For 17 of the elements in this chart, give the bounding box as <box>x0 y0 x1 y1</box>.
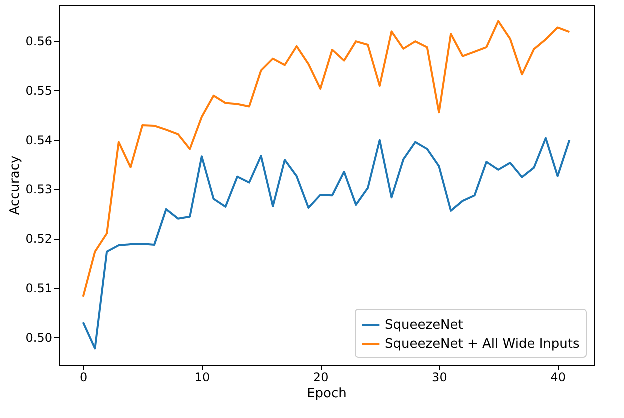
y-tick-label: 0.52 <box>26 232 52 246</box>
x-tick-label: 20 <box>313 370 329 384</box>
x-tick-label: 0 <box>80 370 88 384</box>
x-tick-label: 30 <box>432 370 448 384</box>
y-tick-label: 0.55 <box>26 84 52 98</box>
legend-label: SqueezeNet + All Wide Inputs <box>385 337 580 352</box>
y-tick-label: 0.51 <box>26 281 52 296</box>
x-tick-label: 10 <box>194 370 210 384</box>
y-axis-title: Accuracy <box>8 156 23 216</box>
x-axis-title: Epoch <box>307 386 347 402</box>
line-series <box>82 20 571 298</box>
y-tick-label: 0.50 <box>26 330 52 345</box>
y-tick-label: 0.56 <box>26 34 52 49</box>
y-tick-label: 0.54 <box>26 133 52 148</box>
x-tick-label: 40 <box>550 370 566 384</box>
legend-label: SqueezeNet <box>385 318 464 333</box>
y-tick-label: 0.53 <box>26 182 52 197</box>
